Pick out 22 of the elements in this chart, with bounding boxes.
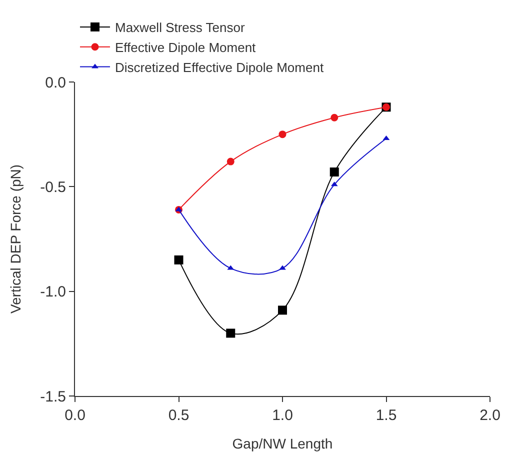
y-tick-label: 0.0 [45,74,66,92]
point [226,328,236,338]
x-tick-label: 2.0 [480,407,500,424]
y-tick-label: -1.0 [40,284,66,301]
point [278,306,287,315]
x-tick-label: 0.0 [64,407,86,424]
legend-label: Maxwell Stress Tensor [115,20,246,36]
y-tick-label: -1.5 [40,388,66,406]
point [330,114,338,122]
legend-label: Discretized Effective Dipole Moment [115,60,324,75]
x-tick-label: 0.5 [168,407,190,424]
point [226,158,234,166]
x-tick-label: 1.5 [376,407,397,424]
x-tick-label: 1.0 [272,407,293,424]
x-axis-title: Gap/NW Length [232,435,333,452]
y-axis-title: Vertical DEP Force (pN) [8,164,24,314]
point [279,265,286,270]
point [174,255,184,264]
legend-label: Effective Dipole Moment [115,40,256,55]
point [278,130,286,138]
point [330,168,339,177]
y-tick-label: -0.5 [40,178,66,196]
